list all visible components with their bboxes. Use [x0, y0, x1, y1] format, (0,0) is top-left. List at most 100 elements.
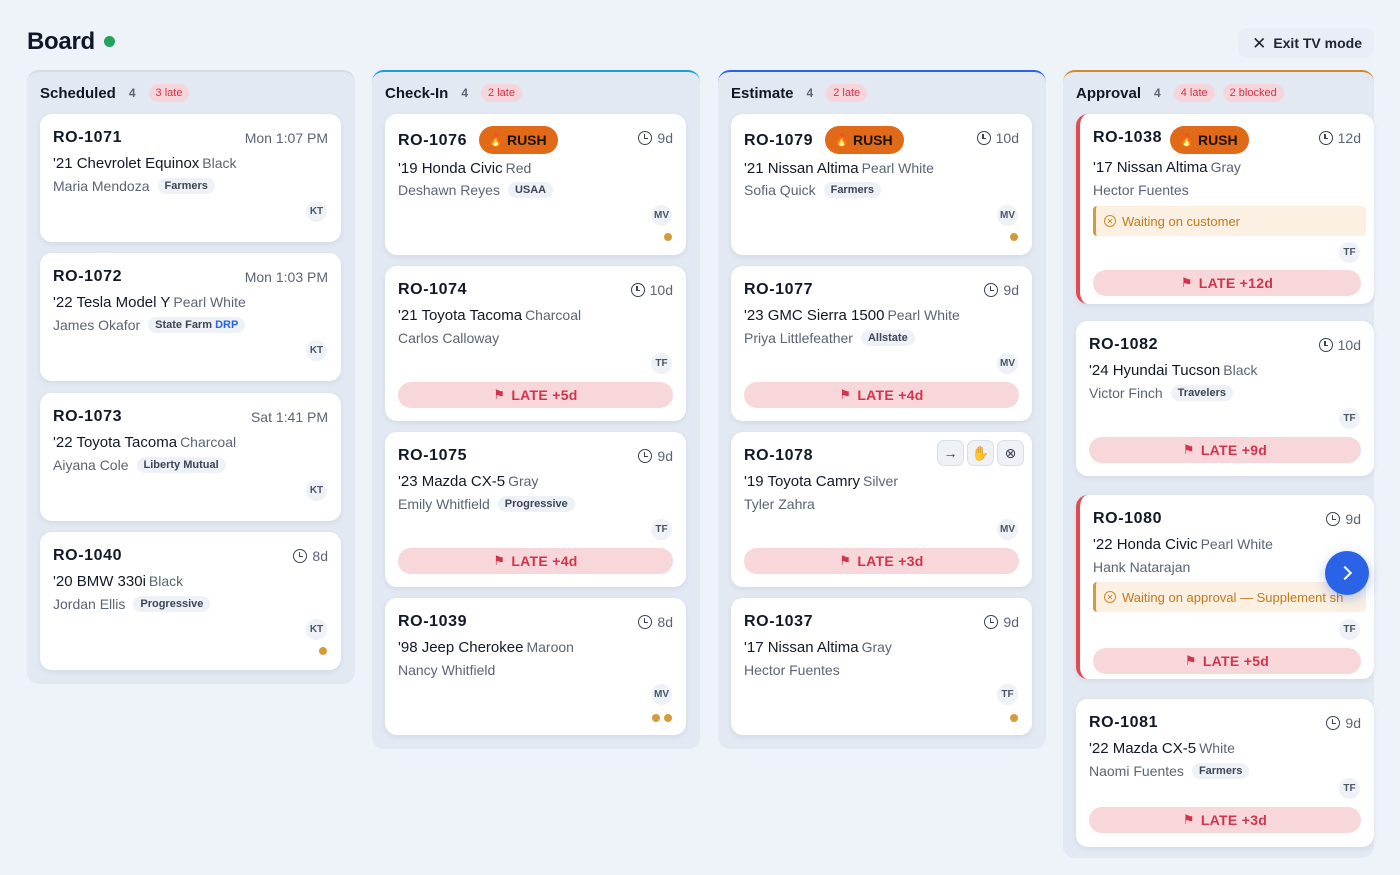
- vehicle-color: Black: [148, 573, 184, 589]
- column-title: Check-In: [385, 84, 449, 102]
- age: 10d: [630, 282, 673, 298]
- assignee-avatar: MV: [997, 519, 1018, 540]
- repair-order-card[interactable]: RO-1071 Mon 1:07 PM '21 Chevrolet Equino…: [40, 114, 341, 242]
- customer: James Okafor State Farm DRP: [53, 317, 246, 333]
- cancel-icon[interactable]: ⊗: [997, 440, 1024, 466]
- repair-order-card[interactable]: RO-1082 10d '24 Hyundai Tucson Black Vict…: [1076, 321, 1374, 476]
- status-dots: [1010, 233, 1018, 241]
- age: 9d: [1326, 715, 1361, 731]
- age: 9d: [984, 614, 1019, 630]
- ro-number: RO-1071: [53, 129, 123, 146]
- customer: Hector Fuentes: [744, 662, 840, 678]
- vehicle-color: Pearl White: [173, 294, 246, 310]
- card-actions: → ✋ ⊗: [937, 440, 1024, 466]
- status-dots: [1010, 714, 1018, 722]
- repair-order-card[interactable]: RO-1077 9d '23 GMC Sierra 1500 Pearl Whit…: [731, 266, 1032, 421]
- clock-icon: [1318, 338, 1333, 352]
- flag-icon: ⚑: [493, 387, 506, 402]
- repair-order-card[interactable]: RO-1072 Mon 1:03 PM '22 Tesla Model Y Pea…: [40, 253, 341, 381]
- vehicle-color: Gray: [508, 473, 539, 489]
- ro-number: RO-1082: [1089, 336, 1159, 353]
- vehicle-color: Black: [1223, 362, 1258, 378]
- insurer-tag: Liberty Mutual: [136, 457, 226, 473]
- status-dots: [652, 714, 672, 722]
- ro-number: RO-1074: [398, 281, 468, 298]
- repair-order-card[interactable]: RO-1079 🔥 RUSH 10d '21 Nissan Altima Pearl…: [731, 114, 1032, 255]
- ro-number: RO-1072: [53, 268, 123, 285]
- repair-order-card[interactable]: RO-1075 9d '23 Mazda CX-5 Gray Emily Whit…: [385, 432, 686, 587]
- vehicle: '22 Toyota Tacoma Charcoal: [53, 434, 237, 451]
- age: 10d: [976, 130, 1019, 146]
- repair-order-card[interactable]: RO-1038 🔥 RUSH 12d '17 Nissan Altima Gray …: [1076, 114, 1374, 304]
- age: 10d: [1318, 337, 1361, 353]
- repair-order-card[interactable]: RO-1073 Sat 1:41 PM '22 Toyota Tacoma Cha…: [40, 393, 341, 521]
- clock-icon: [630, 283, 645, 297]
- blocked-reason: ✕ Waiting on approval — Supplement sh: [1093, 582, 1366, 612]
- column-count: 4: [461, 86, 469, 100]
- vehicle: '20 BMW 330i Black: [53, 573, 184, 590]
- scheduled-time: Mon 1:03 PM: [244, 269, 328, 285]
- late-indicator: ⚑ LATE +5d: [1093, 648, 1361, 674]
- clock-icon: [1326, 512, 1341, 526]
- assignee-avatar: TF: [651, 519, 672, 540]
- status-dot: [1010, 714, 1018, 722]
- customer: Tyler Zahra: [744, 496, 815, 512]
- assignee-avatar: KT: [306, 201, 327, 222]
- customer: Hank Natarajan: [1093, 559, 1191, 575]
- chevron-right-icon: [1337, 565, 1353, 581]
- repair-order-card[interactable]: RO-1074 10d '21 Toyota Tacoma Charcoal Ca…: [385, 266, 686, 421]
- repair-order-card[interactable]: RO-1081 9d '22 Mazda CX-5 White Naomi Fue…: [1076, 699, 1374, 847]
- column-estimate: Estimate 4 2 late RO-1079 🔥 RUSH 10d '21 …: [718, 70, 1046, 749]
- status-dot: [1010, 233, 1018, 241]
- insurer-tag: USAA: [507, 182, 554, 198]
- repair-order-card[interactable]: RO-1080 9d '22 Honda Civic Pearl White Ha…: [1076, 495, 1374, 679]
- flag-icon: ⚑: [839, 387, 852, 402]
- column-scheduled: Scheduled 4 3 late RO-1071 Mon 1:07 PM '…: [27, 70, 355, 684]
- ro-number: RO-1079: [744, 132, 814, 149]
- vehicle-color: Pearl White: [887, 307, 960, 323]
- age: 9d: [638, 130, 673, 146]
- late-badge: 2 late: [481, 84, 522, 102]
- vehicle: '24 Hyundai Tucson Black: [1089, 362, 1258, 379]
- ro-number: RO-1081: [1089, 714, 1159, 731]
- vehicle-color: White: [1199, 740, 1235, 756]
- drp-tag: DRP: [215, 319, 239, 331]
- clock-icon: [976, 131, 991, 145]
- age: 12d: [1318, 130, 1361, 146]
- late-indicator: ⚑ LATE +4d: [398, 548, 673, 574]
- exit-tv-mode-button[interactable]: ✕ Exit TV mode: [1238, 28, 1374, 58]
- status-dots: [319, 647, 327, 655]
- clock-icon: [293, 549, 308, 563]
- vehicle: '21 Toyota Tacoma Charcoal: [398, 307, 582, 324]
- vehicle-color: Charcoal: [525, 307, 582, 323]
- vehicle: '22 Tesla Model Y Pearl White: [53, 294, 246, 311]
- cancel-icon: ✕: [1104, 215, 1116, 227]
- status-dot: [664, 714, 672, 722]
- page-title: Board: [27, 28, 95, 55]
- assignee-avatar: KT: [306, 619, 327, 640]
- arrow-right-icon[interactable]: →: [937, 440, 964, 466]
- repair-order-card[interactable]: RO-1040 8d '20 BMW 330i Black Jordan Elli…: [40, 532, 341, 670]
- flame-icon: 🔥: [488, 133, 503, 147]
- scroll-next-button[interactable]: [1325, 551, 1369, 595]
- board-header: Board ✕ Exit TV mode: [27, 28, 1374, 58]
- scheduled-time: Mon 1:07 PM: [244, 130, 328, 146]
- insurer-tag: Allstate: [860, 330, 915, 346]
- insurer-tag: Farmers: [157, 178, 215, 194]
- vehicle-color: Maroon: [526, 639, 574, 655]
- hand-icon[interactable]: ✋: [967, 440, 994, 466]
- vehicle: '98 Jeep Cherokee Maroon: [398, 639, 574, 656]
- vehicle: '23 GMC Sierra 1500 Pearl White: [744, 307, 960, 324]
- flag-icon: ⚑: [1184, 653, 1197, 668]
- exit-tv-mode-label: Exit TV mode: [1273, 35, 1362, 51]
- ro-number: RO-1076: [398, 132, 468, 149]
- rush-badge: 🔥 RUSH: [1170, 126, 1249, 154]
- vehicle: '17 Nissan Altima Gray: [1093, 159, 1241, 176]
- repair-order-card[interactable]: RO-1037 9d '17 Nissan Altima Gray Hector …: [731, 598, 1032, 735]
- column-count: 4: [806, 86, 814, 100]
- vehicle-color: Silver: [862, 473, 898, 489]
- repair-order-card[interactable]: RO-1039 8d '98 Jeep Cherokee Maroon Nancy…: [385, 598, 686, 735]
- repair-order-card[interactable]: RO-1076 🔥 RUSH 9d '19 Honda Civic Red Desh…: [385, 114, 686, 255]
- vehicle: '21 Nissan Altima Pearl White: [744, 160, 934, 177]
- repair-order-card[interactable]: RO-1078 → ✋ ⊗ '19 Toyota Camry Silver Tyl…: [731, 432, 1032, 587]
